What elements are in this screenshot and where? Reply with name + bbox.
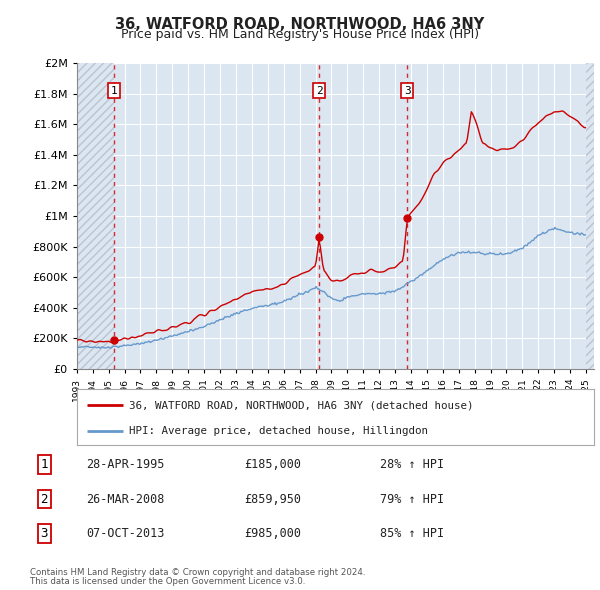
Text: 36, WATFORD ROAD, NORTHWOOD, HA6 3NY: 36, WATFORD ROAD, NORTHWOOD, HA6 3NY bbox=[115, 17, 485, 31]
Text: 85% ↑ HPI: 85% ↑ HPI bbox=[380, 527, 444, 540]
Bar bbox=[586, 63, 594, 369]
Text: 3: 3 bbox=[404, 86, 411, 96]
Text: Price paid vs. HM Land Registry's House Price Index (HPI): Price paid vs. HM Land Registry's House … bbox=[121, 28, 479, 41]
Text: 36, WATFORD ROAD, NORTHWOOD, HA6 3NY (detached house): 36, WATFORD ROAD, NORTHWOOD, HA6 3NY (de… bbox=[128, 400, 473, 410]
Text: 07-OCT-2013: 07-OCT-2013 bbox=[86, 527, 165, 540]
Text: £185,000: £185,000 bbox=[244, 458, 301, 471]
Text: HPI: Average price, detached house, Hillingdon: HPI: Average price, detached house, Hill… bbox=[128, 427, 428, 437]
Text: 2: 2 bbox=[40, 493, 48, 506]
Text: 1: 1 bbox=[40, 458, 48, 471]
Text: 26-MAR-2008: 26-MAR-2008 bbox=[86, 493, 165, 506]
Text: 79% ↑ HPI: 79% ↑ HPI bbox=[380, 493, 444, 506]
Text: This data is licensed under the Open Government Licence v3.0.: This data is licensed under the Open Gov… bbox=[30, 577, 305, 586]
Bar bbox=[77, 63, 114, 369]
Text: 28% ↑ HPI: 28% ↑ HPI bbox=[380, 458, 444, 471]
Text: £985,000: £985,000 bbox=[244, 527, 301, 540]
Text: 28-APR-1995: 28-APR-1995 bbox=[86, 458, 165, 471]
Text: 2: 2 bbox=[316, 86, 323, 96]
Text: £859,950: £859,950 bbox=[244, 493, 301, 506]
Text: Contains HM Land Registry data © Crown copyright and database right 2024.: Contains HM Land Registry data © Crown c… bbox=[30, 568, 365, 576]
Text: 1: 1 bbox=[110, 86, 117, 96]
Text: 3: 3 bbox=[40, 527, 48, 540]
